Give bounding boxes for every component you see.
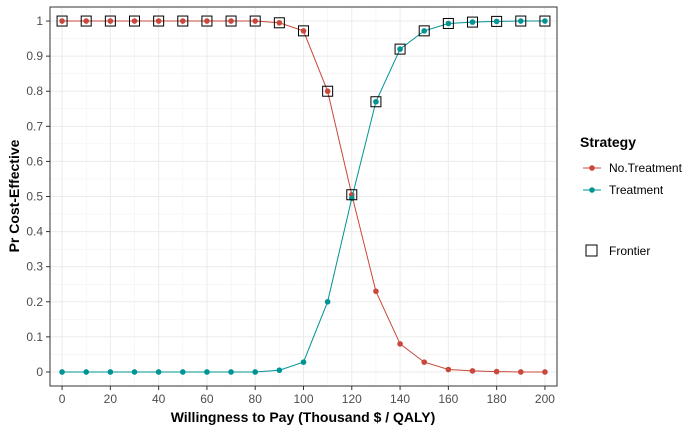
frontier-marker <box>442 17 454 29</box>
x-tick-label: 160 <box>438 392 458 406</box>
series-point-0 <box>373 288 379 295</box>
x-tick-label: 120 <box>342 392 362 406</box>
axes: 0 20 40 60 80 100 120 140 160 180 200 0 0.1 0.2 0.3 0.4… <box>26 6 558 406</box>
series-point-1 <box>204 369 210 375</box>
series-point-1 <box>228 369 234 375</box>
series-point-0 <box>300 28 307 34</box>
series-point-1 <box>59 369 65 375</box>
y-tick-label: 0.6 <box>26 154 43 168</box>
series-point-0 <box>469 368 476 374</box>
series-point-0 <box>493 368 500 375</box>
series-point-1 <box>179 369 186 375</box>
y-axis-title: Pr Cost-Effective <box>6 139 22 252</box>
frontier-marker <box>418 25 430 37</box>
y-tick-label: 0 <box>36 365 43 379</box>
series-point-1 <box>373 98 379 105</box>
series-point-1 <box>542 18 548 24</box>
legend-key-point <box>589 187 595 193</box>
x-tick-label: 200 <box>535 392 555 406</box>
series-point-0 <box>131 18 138 24</box>
frontier-marker <box>153 15 165 27</box>
frontier-marker <box>273 17 285 29</box>
frontier-marker <box>515 15 527 27</box>
x-tick-label: 0 <box>59 392 66 406</box>
series-point-1 <box>131 369 138 375</box>
series-point-0 <box>179 18 186 24</box>
y-tick-label: 0.7 <box>26 119 43 133</box>
series-point-0 <box>276 19 283 26</box>
frontier-marker <box>80 15 92 27</box>
legend-title: Strategy <box>580 134 636 150</box>
series-point-0 <box>155 18 162 24</box>
series-point-0 <box>59 18 65 24</box>
series-point-1 <box>155 369 162 375</box>
series-point-0 <box>421 359 428 365</box>
series-point-0 <box>107 18 114 24</box>
frontier-legend-label: Frontier <box>609 244 650 258</box>
frontier-marker <box>129 15 140 27</box>
legend-label: Treatment <box>609 183 664 197</box>
series-point-1 <box>445 20 452 27</box>
x-tick-label: 20 <box>104 392 118 406</box>
frontier-marker <box>104 15 116 27</box>
x-axis-title: Willingness to Pay (Thousand $ / QALY) <box>171 409 436 425</box>
x-tick-label: 100 <box>293 392 313 406</box>
x-tick-label: 60 <box>200 392 214 406</box>
y-tick-label: 0.5 <box>26 190 43 204</box>
x-tick-label: 140 <box>390 392 410 406</box>
y-tick-label: 0.4 <box>26 225 43 239</box>
series-point-1 <box>493 18 500 25</box>
series-point-0 <box>204 18 210 24</box>
frontier-marker <box>56 15 68 27</box>
y-tick-label: 1 <box>36 14 43 28</box>
frontier-marker <box>370 96 382 108</box>
series-point-0 <box>445 366 452 373</box>
series-point-0 <box>324 88 331 95</box>
frontier-marker <box>539 15 551 27</box>
series-point-1 <box>252 369 259 375</box>
y-tick-label: 0.3 <box>26 260 43 274</box>
series-point-1 <box>517 18 524 24</box>
series-point-1 <box>107 369 114 375</box>
x-tick-label: 40 <box>152 392 166 406</box>
legend-label: No.Treatment <box>609 161 683 175</box>
series-point-0 <box>228 18 234 24</box>
frontier-marker <box>177 15 189 27</box>
frontier-marker <box>201 15 213 27</box>
series-point-0 <box>83 18 90 24</box>
frontier-marker <box>491 15 503 27</box>
frontier-marker <box>298 25 309 37</box>
legend: Strategy No.Treatment Treatment Frontier <box>580 134 683 258</box>
series-point-1 <box>276 367 283 374</box>
series-point-1 <box>469 19 476 25</box>
x-tick-label: 180 <box>487 392 507 406</box>
y-tick-label: 0.2 <box>26 295 43 309</box>
series-point-1 <box>83 369 90 375</box>
series-point-0 <box>252 18 259 24</box>
series-point-1 <box>324 298 331 305</box>
y-tick-label: 0.9 <box>26 49 43 63</box>
legend-key-point <box>589 165 595 171</box>
series-point-1 <box>421 28 428 34</box>
series-point-0 <box>397 341 403 347</box>
series-point-0 <box>542 369 548 375</box>
x-tick-label: 80 <box>249 392 263 406</box>
frontier-legend-key <box>585 244 598 257</box>
y-tick-label: 0.1 <box>26 330 43 344</box>
y-tick-label: 0.8 <box>26 84 43 98</box>
frontier-marker <box>225 15 237 27</box>
frontier-marker <box>394 43 406 55</box>
frontier-marker <box>249 15 261 27</box>
frontier-marker <box>467 16 478 28</box>
series-point-1 <box>300 359 307 365</box>
series-point-0 <box>517 369 524 375</box>
series-point-1 <box>397 46 403 52</box>
frontier-marker <box>346 189 358 201</box>
frontier-marker <box>322 85 334 97</box>
frontier-layer <box>56 15 551 201</box>
